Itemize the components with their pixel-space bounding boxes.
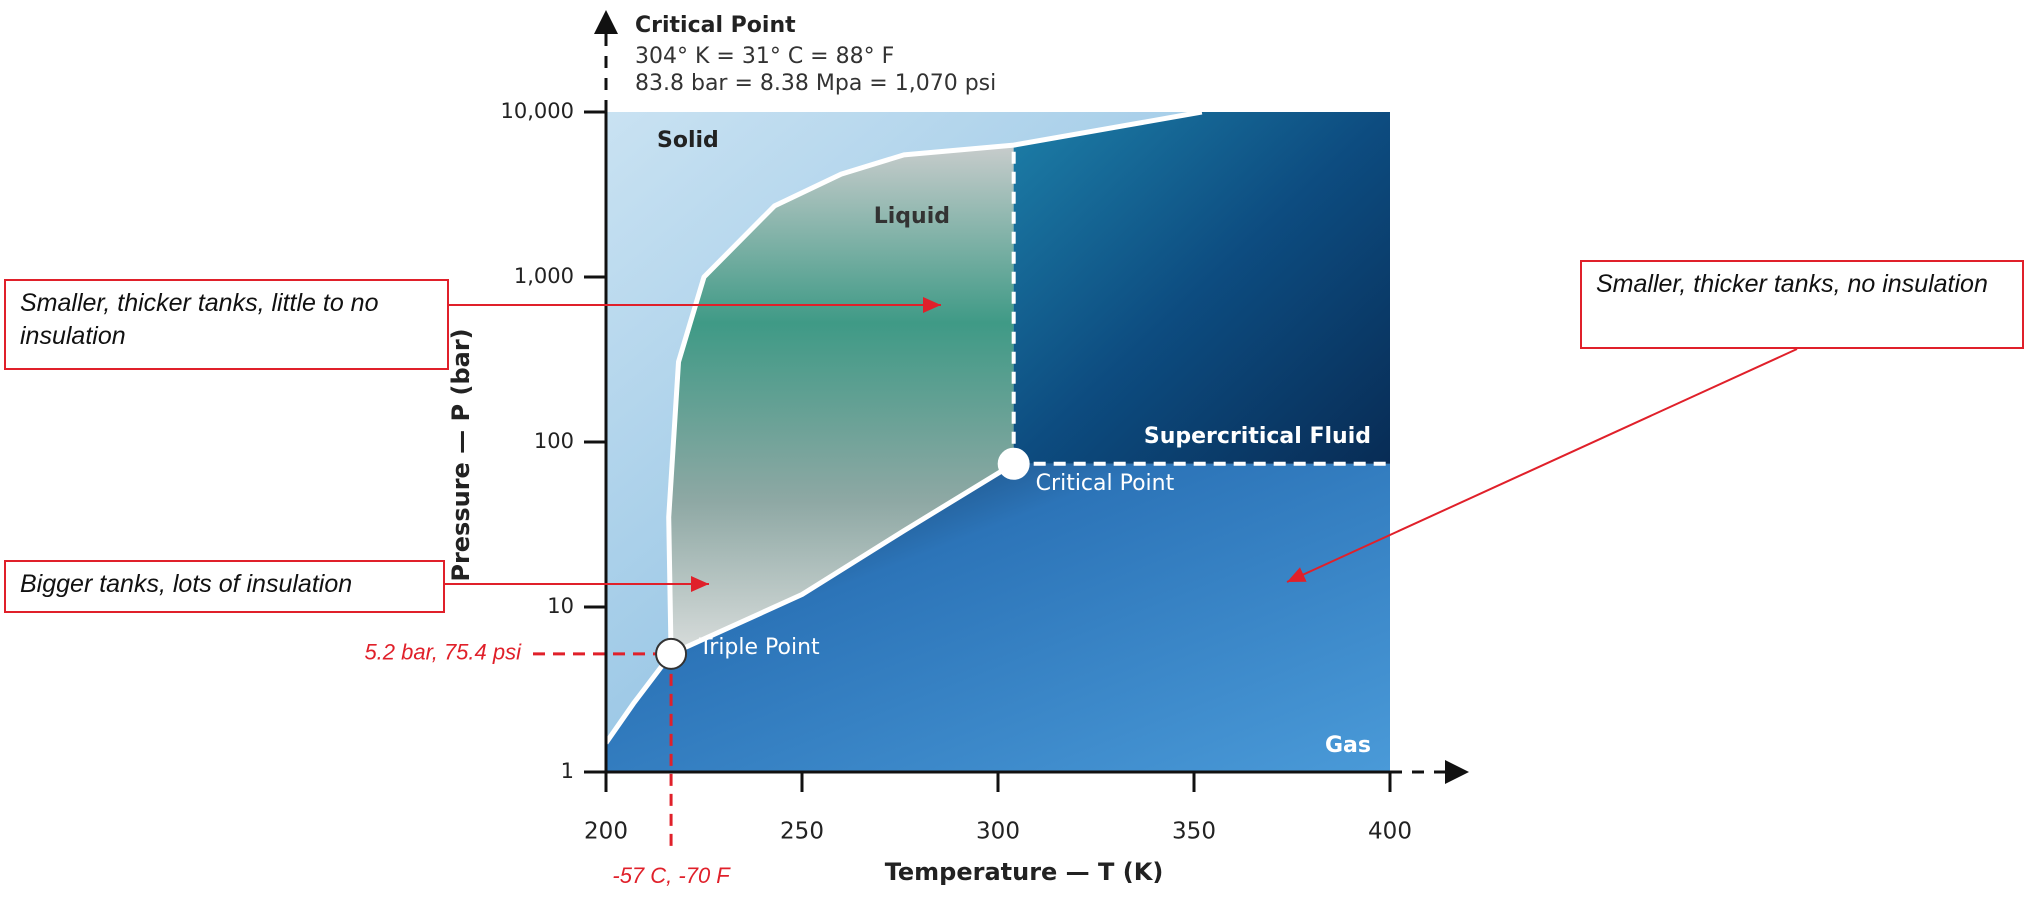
y-tick-label: 100 xyxy=(534,429,574,453)
x-axis-arrow xyxy=(1445,760,1469,784)
region-supercritical xyxy=(1014,112,1390,464)
annotation: 5.2 bar, 75.4 psi xyxy=(364,640,522,665)
region-label: Liquid xyxy=(874,204,950,229)
chart: Critical Point 304° K = 31° C = 88° F 83… xyxy=(0,0,2028,898)
callout: Bigger tanks, lots of insulation xyxy=(4,560,445,613)
y-tick-label: 10 xyxy=(547,594,574,618)
y-tick-label: 1,000 xyxy=(514,264,574,288)
phase-point xyxy=(656,639,686,669)
x-axis-title: Temperature — T (K) xyxy=(885,858,1164,886)
x-tick-label: 250 xyxy=(780,819,824,845)
y-tick-label: 10,000 xyxy=(501,99,574,123)
y-axis-arrow xyxy=(594,10,618,34)
x-tick-label: 350 xyxy=(1172,819,1216,845)
note-line: 83.8 bar = 8.38 Mpa = 1,070 psi xyxy=(635,71,996,96)
region-label: Gas xyxy=(1325,733,1371,758)
point-label: Triple Point xyxy=(698,635,820,660)
note-title: Critical Point xyxy=(635,13,796,38)
x-tick-label: 400 xyxy=(1368,819,1412,845)
x-tick-label: 300 xyxy=(976,819,1020,845)
y-tick-label: 1 xyxy=(561,759,574,783)
point-label: Critical Point xyxy=(1036,471,1175,496)
x-tick-label: 200 xyxy=(584,819,628,845)
region-label: Solid xyxy=(657,128,719,153)
page: {"chart_data": { "type": "phase", "x_lab… xyxy=(0,0,2028,898)
callout: Smaller, thicker tanks, no insulation xyxy=(1580,260,2024,349)
y-axis-title: Pressure — P (bar) xyxy=(447,328,475,581)
phase-point xyxy=(999,449,1029,479)
region-label: Supercritical Fluid xyxy=(1144,424,1371,449)
callout: Smaller, thicker tanks, little to no ins… xyxy=(4,279,449,370)
note-line: 304° K = 31° C = 88° F xyxy=(635,44,894,69)
annotation: -57 C, -70 F xyxy=(612,863,731,888)
